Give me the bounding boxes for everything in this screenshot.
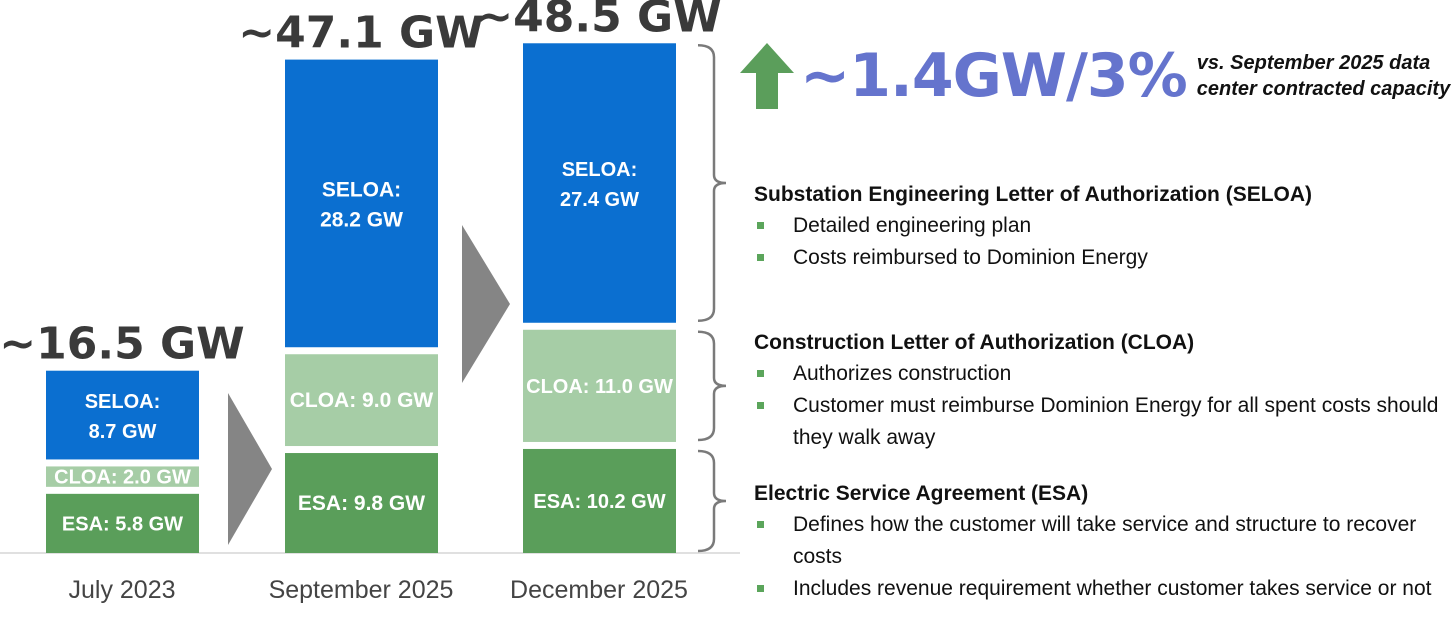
segment-label-seloa-july-2023: SELOA: 8.7 GW	[85, 391, 161, 443]
bullet-text: Customer must reimburse Dominion Energy …	[793, 394, 1439, 449]
capacity-change: ~1.4GW/3%	[800, 40, 1188, 111]
bracket-esa	[697, 449, 727, 553]
bar-cloa-july-2023	[46, 466, 199, 487]
up-arrow-icon	[740, 42, 794, 109]
section-title: Construction Letter of Authorization (CL…	[754, 331, 1195, 354]
bar-seloa-july-2023	[46, 370, 199, 460]
section-title: Substation Engineering Letter of Authori…	[754, 183, 1313, 206]
segment-label-cloa-september-2025: CLOA: 9.0 GW	[290, 389, 434, 412]
transition-arrows	[228, 225, 510, 545]
bullet-text: Costs reimbursed to Dominion Energy	[793, 246, 1148, 269]
segment-label-cloa-july-2023: CLOA: 2.0 GW	[54, 467, 191, 489]
list-item: Authorizes construction	[754, 358, 1454, 390]
total-label-december-2025: ~48.5 GW	[476, 0, 721, 42]
category-label-july-2023: July 2023	[68, 576, 175, 604]
bullet-list: Authorizes construction Customer must re…	[754, 358, 1454, 454]
bracket-cloa	[697, 330, 727, 442]
bar-esa-july-2023	[46, 493, 199, 553]
bullet-text: Includes revenue requirement whether cus…	[793, 577, 1432, 600]
bullet-marker	[757, 222, 764, 229]
bullet-text: Detailed engineering plan	[793, 214, 1032, 237]
transition-arrow-1	[228, 393, 272, 545]
list-item: Costs reimbursed to Dominion Energy	[754, 242, 1454, 274]
bullet-marker	[757, 370, 764, 377]
bullet-text: Authorizes construction	[793, 362, 1012, 385]
section-seloa: Substation Engineering Letter of Authori…	[754, 180, 1454, 274]
bullet-marker	[757, 585, 764, 592]
bracket-seloa	[697, 44, 727, 323]
bar-esa-september-2025	[285, 453, 438, 553]
list-item: Includes revenue requirement whether cus…	[754, 573, 1433, 605]
segment-label-seloa-december-2025: SELOA: 27.4 GW	[560, 159, 639, 211]
total-label-september-2025: ~47.1 GW	[238, 8, 483, 59]
bullet-marker	[757, 521, 764, 528]
bar-seloa-september-2025	[285, 59, 438, 348]
bar-seloa-december-2025	[523, 43, 676, 323]
total-label-july-2023: ~16.5 GW	[0, 319, 245, 370]
bars-layer	[46, 43, 676, 553]
category-label-september-2025: September 2025	[269, 576, 454, 604]
segment-label-esa-december-2025: ESA: 10.2 GW	[533, 491, 665, 513]
headline: ~1.4GW/3% vs. September 2025 data center…	[738, 38, 1450, 113]
list-item: Detailed engineering plan	[754, 210, 1454, 242]
change-note-line-1: vs. September 2025 data	[1196, 51, 1431, 74]
category-label-december-2025: December 2025	[510, 576, 688, 604]
bullet-list: Defines how the customer will take servi…	[754, 509, 1454, 605]
labels-layer: ESA: 5.8 GW CLOA: 2.0 GW SELOA: 8.7 GW ~16.5…	[0, 0, 722, 604]
segment-label-cloa-december-2025: CLOA: 11.0 GW	[526, 376, 673, 398]
bar-esa-december-2025	[523, 448, 676, 553]
bullet-marker	[757, 402, 764, 409]
bullet-list: Detailed engineering plan Costs reimburs…	[754, 210, 1454, 274]
bullet-marker	[757, 254, 764, 261]
section-esa: Electric Service Agreement (ESA) Defines…	[754, 479, 1454, 605]
list-item: Customer must reimburse Dominion Energy …	[754, 390, 1453, 454]
bar-cloa-september-2025	[285, 354, 438, 447]
transition-arrow-2	[462, 225, 510, 383]
bar-cloa-december-2025	[523, 329, 676, 442]
section-title: Electric Service Agreement (ESA)	[754, 482, 1089, 505]
bullet-text: Defines how the customer will take servi…	[793, 513, 1417, 568]
change-note: vs. September 2025 data center contracte…	[1197, 50, 1450, 102]
change-note-line-2: center contracted capacity	[1196, 77, 1451, 100]
stacked-bar-chart: ESA: 5.8 GW CLOA: 2.0 GW SELOA: 8.7 GW ~16.5…	[0, 0, 740, 604]
section-cloa: Construction Letter of Authorization (CL…	[754, 328, 1454, 454]
segment-label-seloa-september-2025: SELOA: 28.2 GW	[320, 178, 403, 231]
segment-label-esa-september-2025: ESA: 9.8 GW	[298, 492, 425, 515]
segment-label-esa-july-2023: ESA: 5.8 GW	[62, 513, 183, 535]
list-item: Defines how the customer will take servi…	[754, 509, 1433, 573]
brackets	[697, 44, 727, 553]
